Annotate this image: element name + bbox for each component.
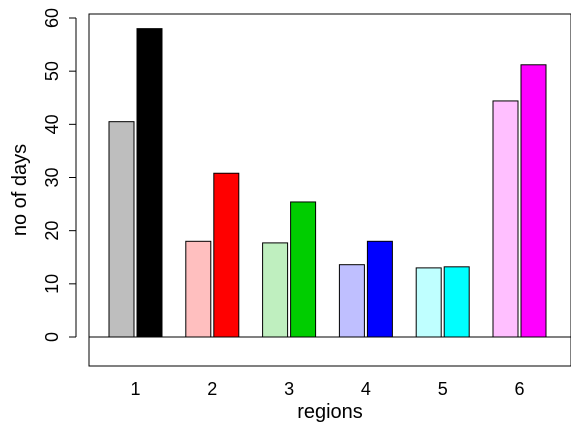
y-tick-label: 40 [42, 114, 62, 134]
bar-region-2-series-1 [185, 240, 212, 338]
y-axis: 0 10 20 30 40 50 60 [42, 8, 77, 342]
y-tick-label: 20 [42, 221, 62, 241]
bar-region-4-series-2 [366, 240, 393, 338]
bar-region-3-series-1 [262, 242, 289, 338]
bar-region-5-series-1 [415, 267, 442, 338]
x-tick-label: 2 [207, 379, 217, 399]
x-tick-label: 6 [514, 379, 524, 399]
x-tick-label: 4 [361, 379, 371, 399]
bar-region-6-series-1 [492, 100, 519, 338]
x-tick-label: 5 [438, 379, 448, 399]
x-tick-label: 1 [130, 379, 140, 399]
y-tick-label: 60 [42, 8, 62, 28]
x-tick-label: 3 [284, 379, 294, 399]
y-tick-label: 30 [42, 167, 62, 187]
y-tick-label: 10 [42, 274, 62, 294]
bar-region-2-series-2 [213, 172, 240, 338]
bar-region-1-series-1 [108, 121, 135, 338]
y-axis-label: no of days [9, 144, 31, 236]
bars [89, 28, 571, 338]
y-tick-label: 0 [42, 332, 62, 342]
bar-region-5-series-2 [443, 266, 470, 338]
bar-region-3-series-2 [290, 201, 317, 338]
x-axis-label: regions [297, 401, 363, 423]
bar-region-1-series-2 [136, 28, 163, 338]
bar-region-6-series-2 [520, 64, 547, 338]
y-tick-label: 50 [42, 61, 62, 81]
x-axis-labels: 1 2 3 4 5 6 [130, 379, 524, 399]
plot-frame [88, 13, 571, 367]
bar-region-4-series-1 [338, 264, 365, 338]
